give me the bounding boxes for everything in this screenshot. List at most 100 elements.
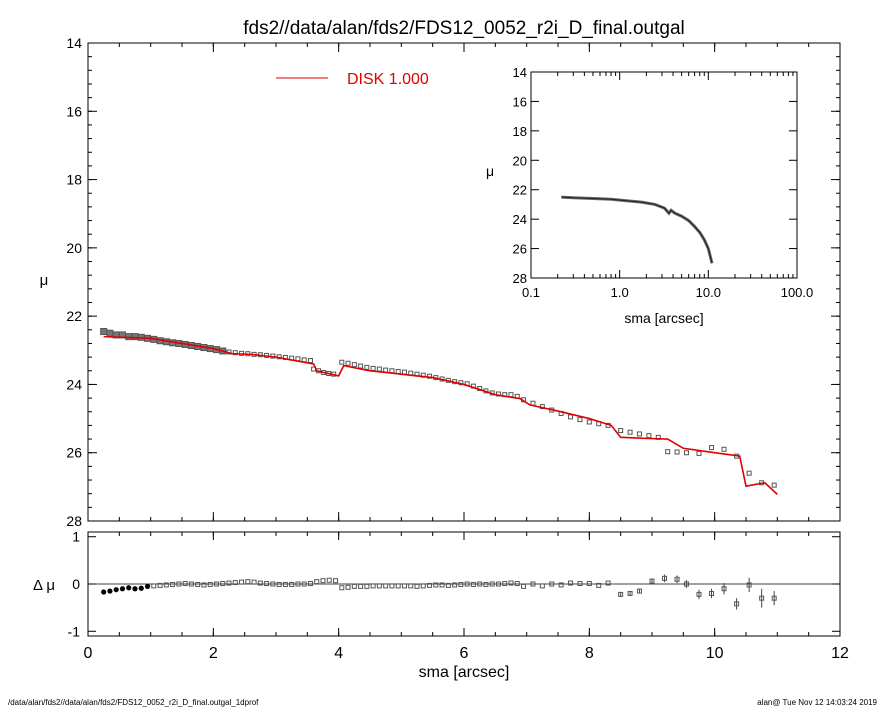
residual-point	[176, 581, 182, 587]
main-data-point	[586, 419, 592, 425]
residual-point	[558, 582, 564, 588]
main-y-tick-label: 26	[66, 445, 82, 461]
residual-point	[295, 581, 301, 587]
residual-point	[389, 583, 395, 589]
main-y-tick-label: 16	[66, 103, 82, 119]
inset-y-tick-label: 26	[513, 242, 527, 257]
residual-point	[195, 581, 201, 587]
residual-point	[270, 581, 276, 587]
residual-point	[282, 581, 288, 587]
main-data-point	[618, 428, 624, 434]
residual-point	[376, 583, 382, 589]
residual-point	[383, 583, 389, 589]
residual-x-tick-label: 2	[209, 645, 218, 662]
residual-point	[439, 582, 445, 588]
residual-point	[508, 580, 514, 586]
main-data-point	[721, 446, 727, 452]
residual-point	[188, 581, 194, 587]
inset-x-tick-label: 0.1	[522, 285, 540, 300]
residual-point	[276, 581, 282, 587]
footer-timestamp: alan@ Tue Nov 12 14:03:24 2019	[757, 698, 877, 707]
residual-panel: -101 0 2 4 6 8 10 12 Δ μ sma [arcsec]	[33, 529, 849, 681]
residual-point	[636, 588, 642, 594]
residual-point	[771, 595, 777, 601]
residual-point	[326, 577, 332, 583]
residual-y-tick-label: 1	[72, 529, 80, 545]
residual-x-tick-label: 6	[460, 645, 469, 662]
residual-point	[213, 581, 219, 587]
main-data-point	[389, 368, 395, 374]
residual-point	[709, 590, 715, 596]
legend: DISK 1.000	[276, 71, 429, 88]
residual-point	[596, 582, 602, 588]
main-data-point	[232, 350, 238, 356]
residual-point	[734, 601, 740, 607]
residual-point	[144, 583, 151, 589]
residual-point	[232, 580, 238, 586]
inset-y-tick-label: 16	[513, 94, 527, 109]
main-data-point	[401, 369, 407, 375]
inset-y-tick-label: 22	[513, 183, 527, 198]
residual-point	[345, 584, 351, 590]
disk-model-line	[103, 335, 778, 495]
main-data-point	[636, 431, 642, 437]
residual-point	[464, 581, 470, 587]
main-data-point	[370, 365, 376, 371]
residual-point	[627, 590, 633, 596]
residual-point	[113, 587, 119, 593]
residual-point	[339, 585, 345, 591]
main-data-point	[508, 392, 514, 398]
residual-y-tick-label: -1	[68, 623, 81, 639]
main-data-point	[674, 449, 680, 455]
residual-point	[151, 583, 157, 589]
inset-y-tick-label: 24	[513, 212, 527, 227]
residual-point	[696, 591, 702, 597]
inset-panel: 14 16 18 20 22 24 26 28 0.1 1.0 10.0 100.0 μ sma […	[486, 65, 813, 326]
main-y-tick-label: 14	[66, 35, 82, 51]
main-y-tick-label: 24	[66, 376, 82, 392]
residual-point	[433, 582, 439, 588]
inset-y-tick-label: 28	[513, 271, 527, 286]
residual-point	[683, 581, 689, 587]
main-data-point	[131, 333, 139, 341]
residual-xlabel: sma [arcsec]	[419, 664, 510, 681]
residual-point	[182, 581, 188, 587]
residual-point	[483, 581, 489, 587]
main-y-tick-label: 18	[66, 172, 82, 188]
residual-point	[746, 582, 752, 588]
residual-point	[101, 589, 107, 595]
residual-point	[427, 582, 433, 588]
inset-y-tick-label: 18	[513, 124, 527, 139]
residual-point	[521, 583, 527, 589]
residual-point	[420, 583, 426, 589]
main-panel: 14 16 18 20 22 24 26 28 μ DISK 1.000	[40, 35, 841, 529]
residual-point	[414, 583, 420, 589]
residual-point	[351, 583, 357, 589]
residual-point	[239, 579, 245, 585]
residual-point	[662, 575, 668, 581]
residual-point	[370, 583, 376, 589]
residual-point	[301, 581, 307, 587]
main-data-point	[771, 482, 777, 488]
residual-point	[721, 586, 727, 592]
residual-x-tick-label: 0	[84, 645, 93, 662]
inset-ylabel: μ	[486, 163, 494, 179]
main-data-point	[709, 445, 715, 451]
main-data-point	[125, 333, 133, 341]
inset-y-tick-label: 20	[513, 153, 527, 168]
residual-point	[586, 581, 592, 587]
residual-point	[163, 582, 169, 588]
residual-point	[257, 580, 263, 586]
residual-point	[220, 581, 226, 587]
main-data-point	[395, 368, 401, 374]
figure-title: fds2//data/alan/fds2/FDS12_0052_r2i_D_fi…	[243, 18, 685, 39]
residual-point	[502, 581, 508, 587]
main-data-point	[683, 450, 689, 456]
inset-y-tick-label: 14	[513, 65, 527, 80]
residual-point	[314, 579, 320, 585]
main-data-point	[568, 414, 574, 420]
residual-point	[452, 582, 458, 588]
main-data-point	[577, 417, 583, 423]
residual-point	[649, 578, 655, 584]
